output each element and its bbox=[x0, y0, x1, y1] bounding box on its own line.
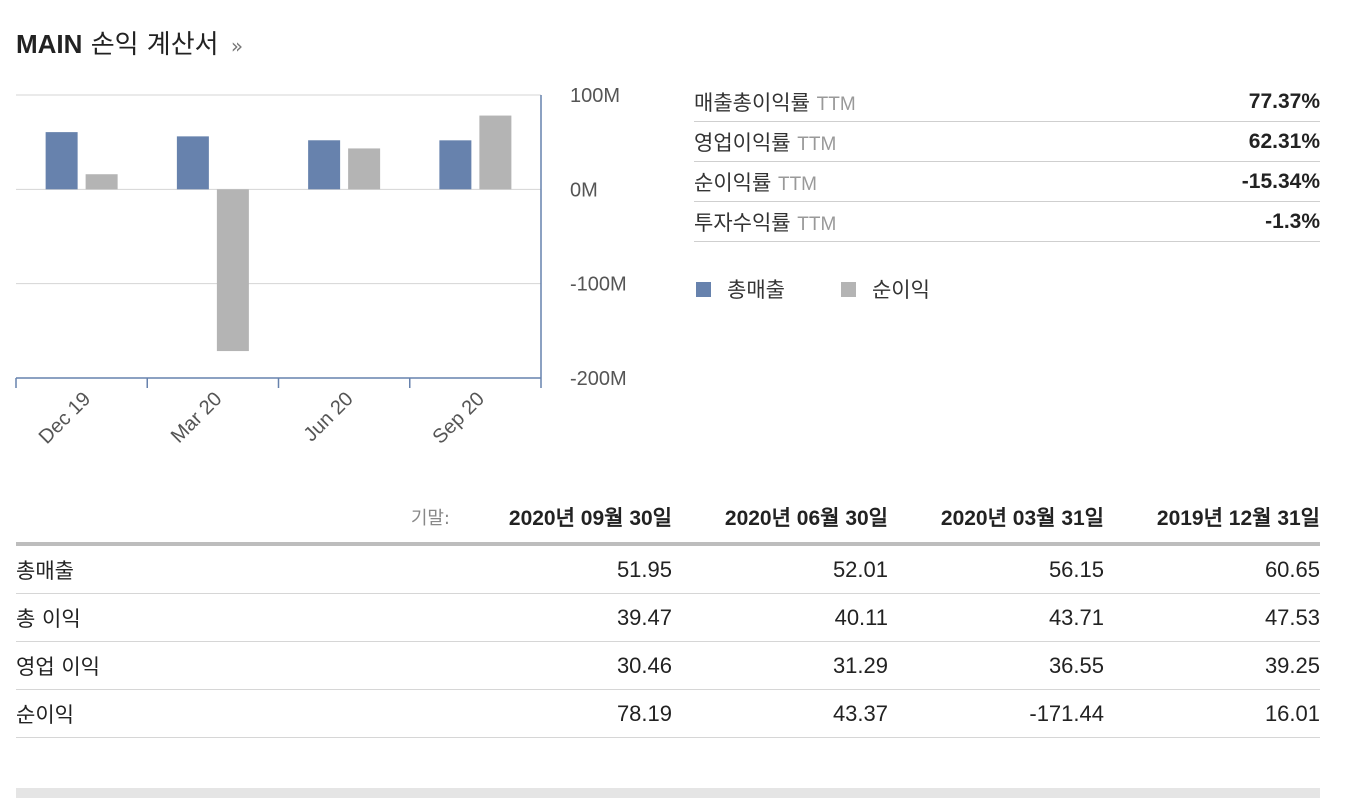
table-row: 총매출 51.95 52.01 56.15 60.65 bbox=[16, 546, 1320, 594]
x-tick-label: Mar 20 bbox=[167, 388, 227, 448]
row-label: 순이익 bbox=[16, 702, 74, 727]
table-header: 기말: 2020년 09월 30일 2020년 06월 30일 2020년 03… bbox=[16, 492, 1320, 546]
bar-net-income bbox=[348, 148, 381, 190]
ttm-tag: TTM bbox=[797, 213, 837, 235]
table-row: 영업 이익 30.46 31.29 36.55 39.25 bbox=[16, 642, 1320, 690]
ratio-value: 77.37% bbox=[1248, 89, 1320, 113]
section-title: 손익 계산서 bbox=[90, 30, 219, 60]
ratio-row: 영업이익률 TTM 62.31% bbox=[694, 122, 1320, 162]
ratio-row: 매출총이익률 TTM 77.37% bbox=[694, 82, 1320, 122]
y-tick-label: 100M bbox=[570, 85, 620, 107]
ratio-value: -1.3% bbox=[1265, 209, 1320, 233]
ratio-row: 투자수익률 TTM -1.3% bbox=[694, 202, 1320, 242]
ratio-value: 62.31% bbox=[1248, 129, 1320, 153]
row-label: 총매출 bbox=[16, 558, 74, 583]
legend-item-net-income[interactable]: 순이익 bbox=[840, 274, 930, 304]
bar-revenue bbox=[45, 132, 78, 190]
table-cell: 52.01 bbox=[832, 556, 888, 582]
legend-item-revenue[interactable]: 총매출 bbox=[696, 274, 785, 304]
ttm-tag: TTM bbox=[797, 133, 837, 155]
y-tick-label: -100M bbox=[570, 274, 627, 296]
ratio-list: 매출총이익률 TTM 77.37% 영업이익률 TTM 62.31% 순이익률 … bbox=[694, 82, 1320, 242]
ratio-row: 순이익률 TTM -15.34% bbox=[694, 162, 1320, 202]
ttm-tag: TTM bbox=[816, 93, 856, 115]
table-cell: 60.65 bbox=[1264, 556, 1320, 582]
legend-label: 총매출 bbox=[727, 278, 785, 302]
y-tick-label: -200M bbox=[570, 368, 627, 390]
table-cell: 30.46 bbox=[616, 652, 672, 678]
ratio-value: -15.34% bbox=[1241, 169, 1320, 193]
revenue-swatch-icon bbox=[696, 281, 711, 297]
bar-net-income bbox=[216, 189, 249, 352]
table-cell: 36.55 bbox=[1048, 652, 1104, 678]
column-header: 2020년 09월 30일 bbox=[508, 506, 672, 530]
table-cell: 43.71 bbox=[1048, 604, 1104, 630]
table-cell: 39.47 bbox=[616, 604, 672, 630]
net-income-swatch-icon bbox=[840, 281, 856, 297]
bar-net-income bbox=[85, 174, 118, 190]
table-cell: 78.19 bbox=[616, 700, 672, 726]
bar-revenue bbox=[176, 136, 209, 190]
column-header: 2019년 12월 31일 bbox=[1156, 506, 1320, 530]
x-tick-label: Dec 19 bbox=[35, 388, 95, 448]
section-divider bbox=[16, 788, 1320, 798]
table-cell: 40.11 bbox=[834, 604, 888, 630]
table-cell: 47.53 bbox=[1264, 604, 1320, 630]
income-bar-chart: 100M 0M -100M -200M Dec 19 Mar 20 Jun 20 Sep 20 bbox=[15, 85, 627, 448]
y-tick-label: 0M bbox=[570, 179, 598, 201]
table-cell: -171.44 bbox=[1029, 700, 1104, 726]
table-cell: 31.29 bbox=[832, 652, 888, 678]
x-tick-label: Jun 20 bbox=[300, 388, 358, 446]
table-row: 순이익 78.19 43.37 -171.44 16.01 bbox=[16, 690, 1320, 738]
ticker-symbol: MAIN bbox=[16, 29, 83, 59]
income-statement-table: 기말: 2020년 09월 30일 2020년 06월 30일 2020년 03… bbox=[16, 492, 1320, 738]
bar-revenue bbox=[439, 140, 472, 190]
column-header: 2020년 03월 31일 bbox=[940, 506, 1104, 530]
ttm-tag: TTM bbox=[777, 173, 818, 195]
table-row: 총 이익 39.47 40.11 43.71 47.53 bbox=[16, 594, 1320, 642]
more-chevron-icon[interactable]: » bbox=[230, 34, 244, 58]
period-label: 기말: bbox=[410, 508, 450, 529]
chart-legend: 총매출 순이익 bbox=[696, 274, 930, 304]
table-cell: 43.37 bbox=[832, 700, 888, 726]
ratio-label: 순이익률 TTM bbox=[694, 170, 818, 195]
bar-net-income bbox=[479, 115, 512, 190]
x-tick-label: Sep 20 bbox=[429, 388, 489, 448]
column-header: 2020년 06월 30일 bbox=[724, 506, 888, 530]
table-cell: 16.01 bbox=[1264, 700, 1320, 726]
bar-revenue bbox=[308, 140, 341, 190]
table-cell: 51.95 bbox=[616, 556, 672, 582]
row-label: 영업 이익 bbox=[16, 654, 100, 679]
legend-label: 순이익 bbox=[871, 278, 930, 302]
row-label: 총 이익 bbox=[16, 606, 81, 631]
table-cell: 39.25 bbox=[1264, 652, 1320, 678]
ratio-label: 영업이익률 TTM bbox=[694, 130, 837, 155]
page-title: MAIN 손익 계산서 » bbox=[16, 24, 243, 61]
table-cell: 56.15 bbox=[1048, 556, 1104, 582]
ratio-label: 투자수익률 TTM bbox=[694, 210, 837, 235]
ratio-label: 매출총이익률 TTM bbox=[694, 90, 856, 115]
